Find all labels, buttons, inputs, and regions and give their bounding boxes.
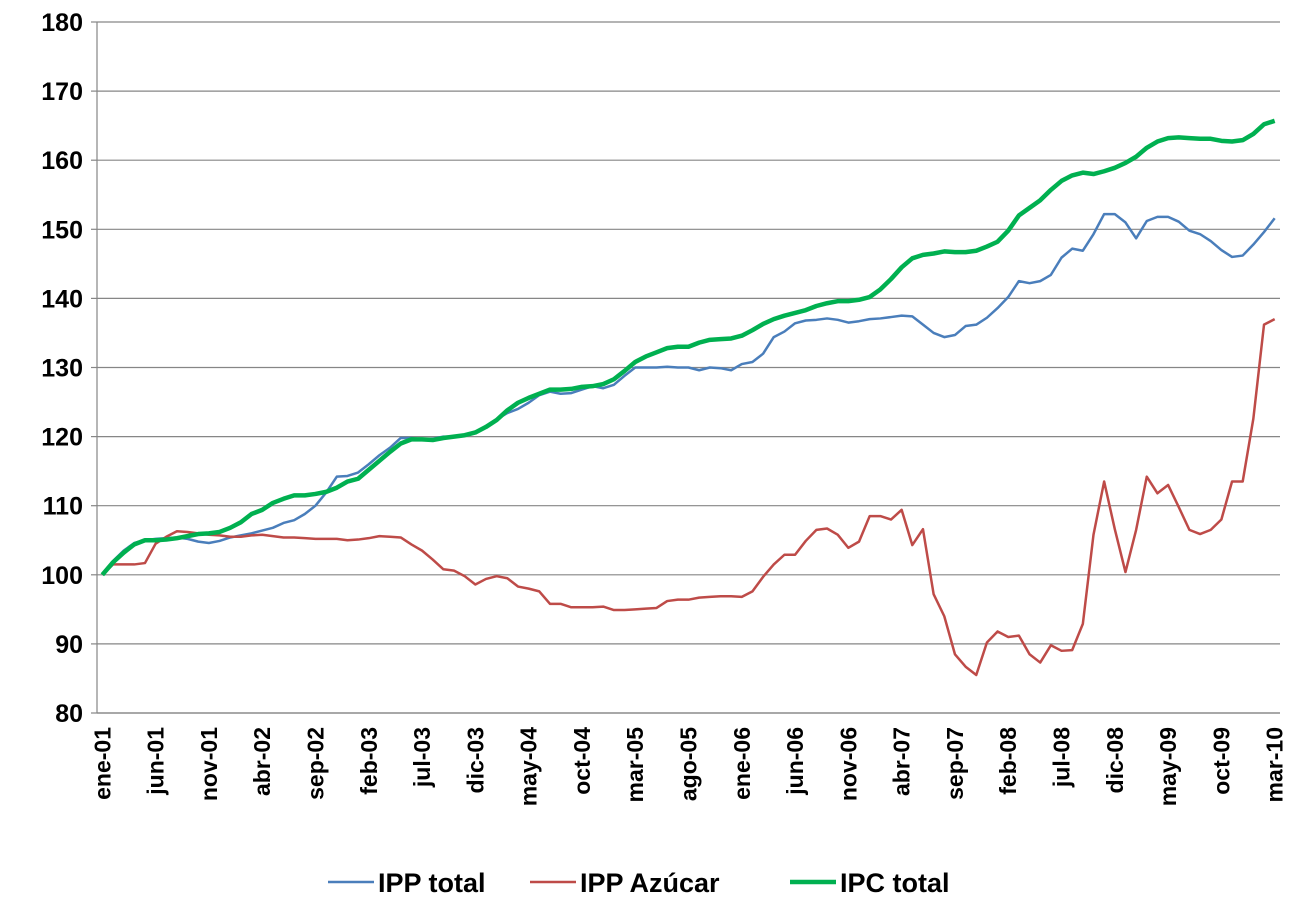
legend-label: IPP Azúcar [580, 868, 720, 898]
legend-label: IPP total [378, 868, 486, 898]
x-tick-label: jun-06 [782, 727, 808, 796]
x-tick-label: oct-04 [569, 727, 595, 795]
y-tick-label: 150 [41, 216, 83, 244]
x-tick-label: jun-01 [143, 727, 169, 796]
y-tick-label: 140 [41, 285, 83, 313]
x-tick-label: dic-08 [1102, 727, 1128, 794]
legend-label: IPC total [840, 868, 950, 898]
x-tick-label: jul-03 [409, 727, 435, 788]
x-tick-label: nov-06 [835, 727, 861, 801]
x-tick-label: ago-05 [676, 727, 702, 801]
y-tick-label: 160 [41, 147, 83, 175]
x-tick-label: sep-07 [942, 727, 968, 800]
x-tick-label: ene-06 [729, 727, 755, 800]
y-tick-label: 100 [41, 562, 83, 590]
x-tick-label: abr-02 [249, 727, 275, 796]
y-tick-label: 120 [41, 424, 83, 452]
y-tick-label: 80 [55, 700, 83, 728]
series-line [101, 212, 1276, 576]
x-tick-label: oct-09 [1208, 727, 1234, 795]
x-tick-label: dic-03 [462, 727, 488, 793]
x-tick-label: mar-05 [622, 727, 648, 803]
y-tick-label: 170 [41, 78, 83, 106]
series-line [101, 318, 1276, 677]
x-tick-label: feb-03 [356, 727, 382, 795]
x-tick-label: may-09 [1155, 727, 1181, 806]
y-tick-label: 180 [41, 9, 83, 37]
x-tick-label: abr-07 [889, 727, 915, 796]
x-tick-label: sep-02 [302, 727, 328, 800]
x-tick-label: nov-01 [196, 727, 222, 801]
y-tick-label: 110 [43, 493, 83, 521]
x-tick-label: ene-01 [89, 727, 115, 800]
y-tick-label: 130 [41, 355, 83, 383]
x-tick-label: may-04 [516, 727, 542, 806]
x-tick-label: jul-08 [1049, 727, 1075, 788]
y-tick-label: 90 [55, 631, 83, 659]
x-tick-label: feb-08 [995, 727, 1021, 795]
series-line [100, 118, 1276, 577]
x-tick-label: mar-10 [1262, 727, 1288, 802]
